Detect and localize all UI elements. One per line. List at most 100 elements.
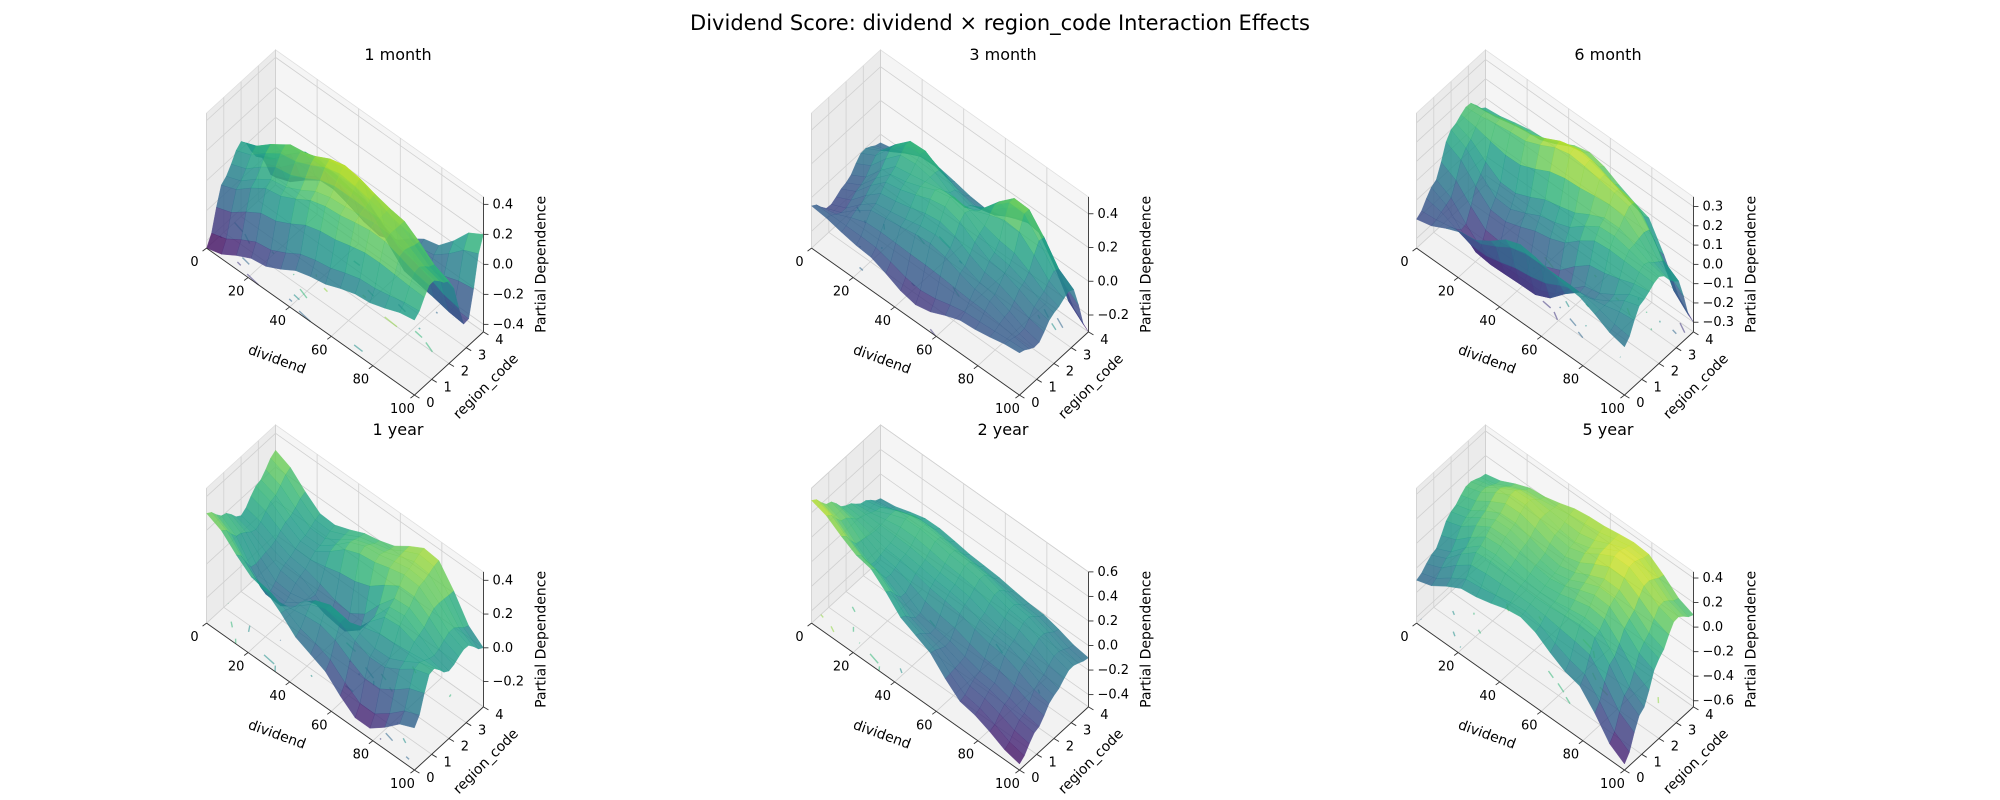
x-axis-label: dividend: [851, 342, 913, 378]
x-tick: [410, 769, 415, 774]
contour-segment: [230, 621, 234, 628]
z-gridline: [880, 66, 1089, 215]
y-tick: [1624, 394, 1630, 399]
y-tick-label: 1: [444, 755, 452, 770]
z-tick-label: 0.0: [492, 641, 513, 656]
z-tick-label: 0.2: [1702, 596, 1723, 611]
x-tick-label: 100: [390, 777, 415, 792]
z-gridline: [275, 117, 484, 265]
y-tick-label: 4: [1705, 708, 1713, 723]
x-tick-label: 100: [1600, 777, 1625, 792]
x-tick-label: 40: [269, 314, 286, 329]
y-tick-label: 3: [1688, 349, 1696, 364]
subplot-title: 1 year: [373, 420, 424, 439]
z-gridline: [811, 66, 881, 131]
x-tick: [1620, 769, 1625, 774]
x-tick: [1412, 622, 1417, 627]
y-tick-label: 0: [1636, 771, 1644, 786]
contour-segment: [830, 626, 835, 633]
contour-segment: [292, 273, 295, 276]
contour-segment: [418, 327, 421, 330]
x-tick: [848, 652, 854, 656]
y-tick-label: 4: [1705, 333, 1713, 348]
y-tick: [1036, 378, 1042, 383]
y-tick: [1693, 706, 1699, 711]
x-tick: [285, 681, 290, 686]
y-tick-label: 2: [1671, 740, 1679, 755]
x-axis-line: [1416, 622, 1625, 771]
y-tick: [1641, 753, 1647, 758]
z-axis-label: Partial Dependence: [533, 196, 549, 333]
x-tick: [243, 277, 249, 281]
contour-segment: [323, 287, 328, 293]
contour-segment: [869, 653, 879, 664]
x-tick-label: 0: [1400, 255, 1408, 270]
subplot-title: 5 year: [1583, 420, 1634, 439]
x-tick-label: 20: [228, 660, 245, 675]
z-tick-label: 0.0: [1702, 257, 1723, 272]
subplot-title: 3 month: [969, 45, 1036, 64]
surface-facet: [399, 302, 420, 321]
z-tick-label: −0.2: [492, 675, 524, 690]
y-tick-label: 4: [1100, 333, 1108, 348]
contour-segment: [1452, 631, 1456, 637]
z-tick-label: −0.2: [1097, 308, 1129, 323]
contour-segment: [1658, 320, 1661, 323]
x-tick-label: 60: [311, 343, 328, 358]
z-gridline: [811, 100, 881, 165]
x-tick: [890, 306, 895, 311]
contour-segment: [1553, 311, 1559, 321]
contour-segment: [263, 654, 275, 665]
z-axis-label: Partial Dependence: [533, 571, 549, 708]
contour-segment: [1559, 306, 1562, 309]
contour-segment: [310, 674, 313, 678]
z-gridline: [811, 449, 881, 513]
y-tick-label: 2: [461, 740, 469, 755]
y-tick: [448, 738, 455, 742]
x-axis-line: [811, 622, 1020, 771]
x-tick: [973, 365, 979, 370]
x-tick: [1015, 394, 1020, 399]
z-tick-label: 0.2: [1702, 219, 1723, 234]
z-tick-label: 0.2: [492, 227, 513, 242]
z-tick-label: −0.3: [1702, 315, 1734, 330]
y-tick: [465, 347, 472, 352]
x-tick: [368, 365, 374, 370]
z-tick-label: −0.1: [1702, 277, 1734, 292]
x-tick: [1620, 394, 1625, 399]
x-tick: [807, 622, 812, 627]
z-tick-label: 0.4: [1702, 571, 1723, 586]
x-tick-label: 60: [1521, 718, 1538, 733]
y-tick: [1053, 363, 1060, 367]
x-tick: [202, 622, 207, 627]
z-gridline: [206, 433, 276, 497]
contour-segment: [247, 625, 251, 632]
y-tick-label: 0: [426, 396, 434, 411]
y-tick: [483, 706, 489, 711]
contour-segment: [425, 342, 433, 353]
contour-segment: [241, 256, 250, 265]
subplot-title: 2 year: [978, 420, 1029, 439]
y-tick: [1088, 331, 1094, 336]
y-tick: [1019, 394, 1025, 399]
contour-segment: [299, 288, 308, 299]
y-tick: [1624, 769, 1630, 774]
x-tick-label: 80: [958, 748, 975, 763]
x-tick: [1537, 335, 1542, 340]
contour-segment: [1459, 646, 1462, 648]
y-tick-label: 1: [1654, 380, 1662, 395]
z-tick-label: −0.6: [1702, 694, 1734, 709]
z-tick-label: 0.1: [1702, 238, 1723, 253]
x-axis-line: [1416, 247, 1625, 396]
z-axis-label: Partial Dependence: [1743, 196, 1759, 333]
z-gridline: [1416, 78, 1486, 143]
y-tick-label: 4: [495, 708, 503, 723]
x-tick: [410, 394, 415, 399]
surface-facet: [1609, 323, 1630, 348]
contour-segment: [405, 756, 410, 760]
x-tick: [1453, 652, 1459, 656]
x-tick: [932, 335, 937, 340]
x-tick: [285, 306, 290, 311]
